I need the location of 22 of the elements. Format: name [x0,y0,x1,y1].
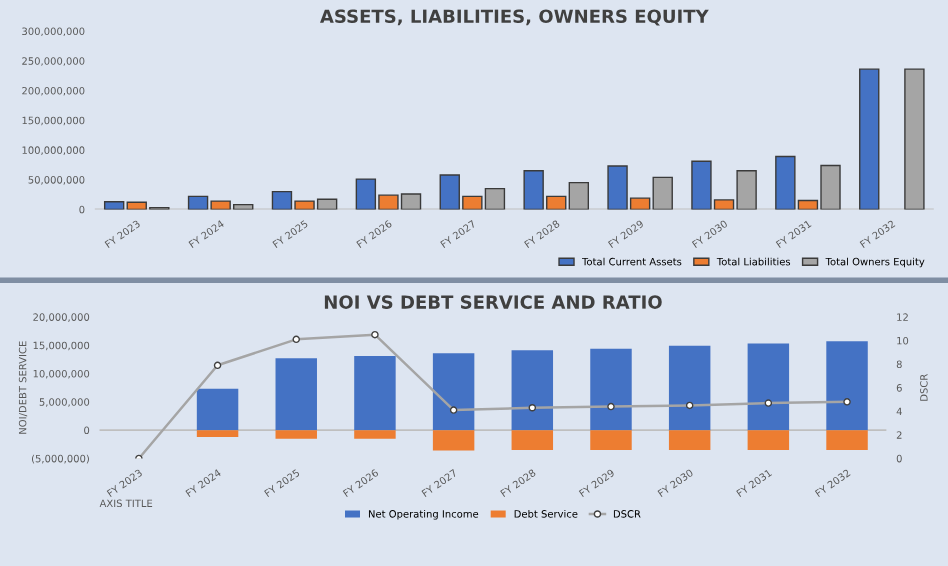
bar [590,430,632,450]
bar [668,345,711,431]
bar [590,348,632,431]
chart-title: NOI VS DEBT SERVICE AND RATIO [324,295,662,309]
bar [747,343,790,431]
bar [275,430,317,439]
bar [511,350,554,431]
bar [511,430,554,450]
chart-title: ASSETS, LIABILITIES, OWNERS EQUITY [320,9,709,26]
bar [432,353,475,431]
bar [432,430,475,451]
bar [354,430,396,439]
bar [275,358,317,431]
bar [668,430,711,450]
bar [826,430,868,450]
bar [859,68,880,210]
bar [196,430,239,437]
bar [826,341,868,431]
bar [354,356,396,431]
bar [196,388,239,431]
bar [904,68,925,210]
bar [747,430,790,450]
